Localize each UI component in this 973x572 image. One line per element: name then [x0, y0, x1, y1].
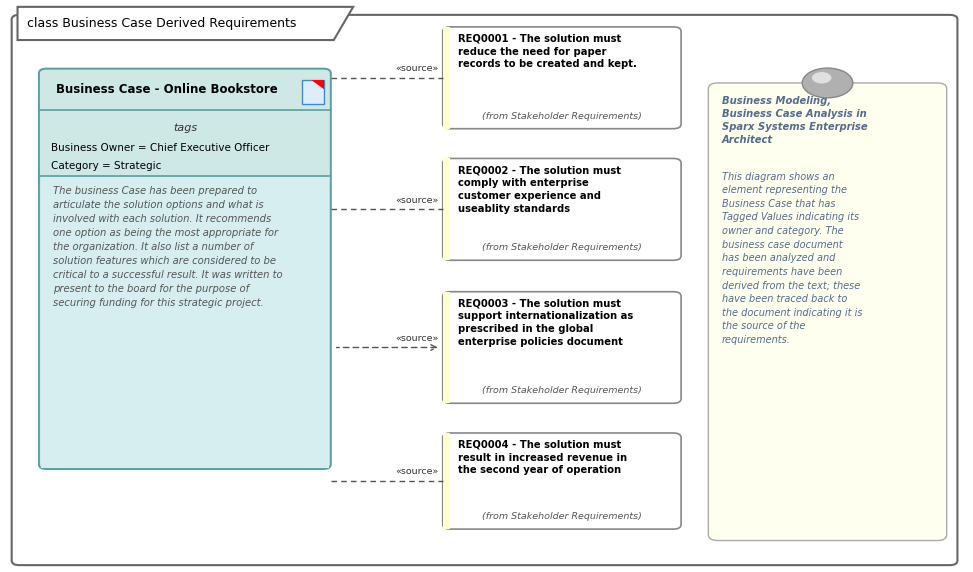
Text: (from Stakeholder Requirements): (from Stakeholder Requirements) [482, 243, 642, 252]
Text: REQ0002 - The solution must
comply with enterprise
customer experience and
useab: REQ0002 - The solution must comply with … [458, 165, 622, 214]
FancyBboxPatch shape [443, 433, 681, 529]
Text: «source»: «source» [396, 467, 439, 476]
FancyBboxPatch shape [443, 158, 450, 260]
Text: REQ0001 - The solution must
reduce the need for paper
records to be created and : REQ0001 - The solution must reduce the n… [458, 34, 637, 69]
Circle shape [802, 68, 852, 98]
Text: REQ0003 - The solution must
support internationalization as
prescribed in the gl: REQ0003 - The solution must support inte… [458, 299, 633, 347]
Text: The business Case has been prepared to
articulate the solution options and what : The business Case has been prepared to a… [53, 186, 282, 308]
FancyBboxPatch shape [443, 292, 450, 403]
Text: Business Modeling,
Business Case Analysis in
Sparx Systems Enterprise
Architect: Business Modeling, Business Case Analysi… [722, 96, 868, 145]
Text: Business Case - Online Bookstore: Business Case - Online Bookstore [56, 83, 278, 96]
Polygon shape [18, 7, 353, 40]
Text: «source»: «source» [396, 334, 439, 343]
Text: Category = Strategic: Category = Strategic [51, 161, 161, 171]
Text: (from Stakeholder Requirements): (from Stakeholder Requirements) [482, 512, 642, 521]
Text: (from Stakeholder Requirements): (from Stakeholder Requirements) [482, 112, 642, 121]
Text: class Business Case Derived Requirements: class Business Case Derived Requirements [27, 17, 297, 30]
FancyBboxPatch shape [39, 69, 331, 469]
FancyBboxPatch shape [443, 27, 450, 129]
FancyBboxPatch shape [443, 292, 681, 403]
Text: (from Stakeholder Requirements): (from Stakeholder Requirements) [482, 386, 642, 395]
Text: «source»: «source» [396, 64, 439, 73]
Polygon shape [311, 80, 324, 89]
FancyBboxPatch shape [708, 83, 947, 541]
FancyBboxPatch shape [443, 158, 681, 260]
Text: REQ0004 - The solution must
result in increased revenue in
the second year of op: REQ0004 - The solution must result in in… [458, 440, 628, 475]
FancyBboxPatch shape [443, 433, 450, 529]
FancyBboxPatch shape [12, 15, 957, 565]
Text: Business Owner = Chief Executive Officer: Business Owner = Chief Executive Officer [51, 143, 269, 153]
FancyBboxPatch shape [443, 27, 681, 129]
FancyBboxPatch shape [41, 176, 329, 468]
Circle shape [812, 72, 832, 84]
Text: This diagram shows an
element representing the
Business Case that has
Tagged Val: This diagram shows an element representi… [722, 172, 862, 345]
FancyBboxPatch shape [302, 80, 324, 104]
Text: «source»: «source» [396, 196, 439, 205]
Text: tags: tags [173, 123, 197, 133]
